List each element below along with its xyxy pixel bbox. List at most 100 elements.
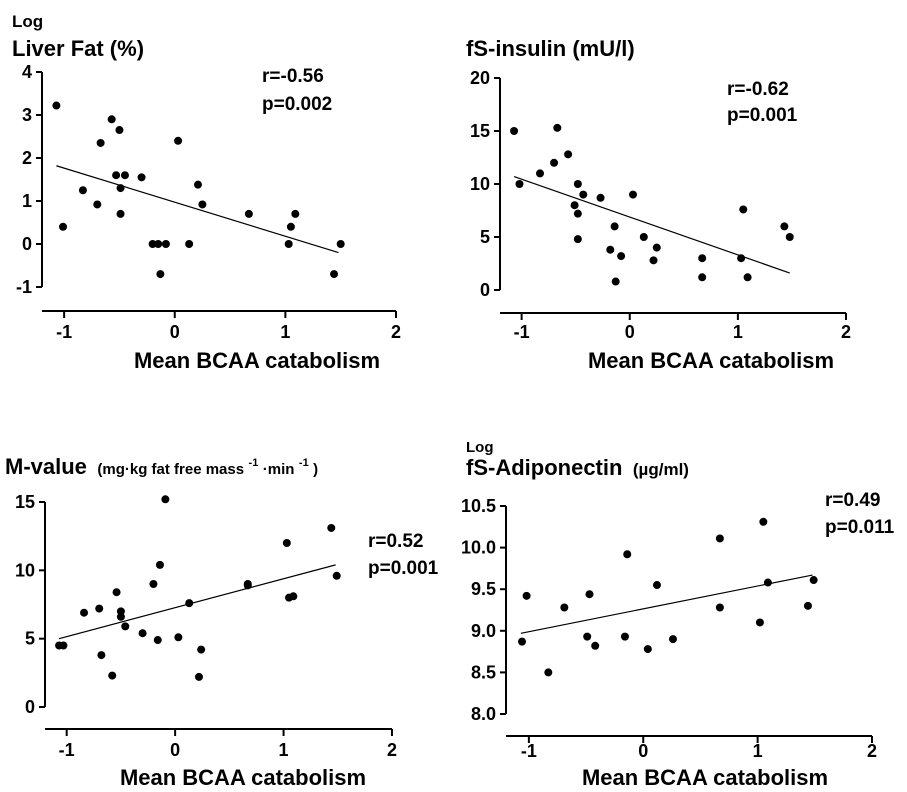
data-point (112, 588, 121, 597)
data-point (560, 603, 569, 612)
data-point (289, 592, 298, 601)
panel-title-unit-sup: -1 (299, 457, 309, 469)
y-tick-label: 0 (22, 234, 32, 254)
data-point (286, 222, 295, 231)
data-point (518, 637, 527, 646)
adiponectin-panel: Log fS-Adiponectin (µg/ml) r=0.49 p=0.01… (461, 439, 895, 790)
axes: 8.0 8.5 9.0 9.5 10.0 10.5 -1 0 1 2 (461, 496, 877, 761)
data-point (652, 581, 661, 590)
data-point (93, 200, 102, 209)
data-point (282, 539, 291, 547)
data-point (116, 184, 125, 193)
data-point (585, 590, 594, 599)
panel-title-unit: (µg/ml) (633, 460, 689, 479)
data-point (617, 252, 626, 261)
data-point (536, 169, 545, 178)
data-point (161, 240, 170, 248)
p-value-label: p=0.001 (368, 558, 439, 579)
data-point (550, 158, 559, 167)
y-tick-label: 5 (25, 629, 35, 649)
data-point (755, 618, 764, 627)
data-point (185, 599, 194, 608)
data-point (573, 209, 582, 218)
data-point (803, 601, 812, 610)
data-point (149, 580, 158, 588)
axes: 0 5 10 15 20 -1 0 1 2 (470, 68, 851, 342)
data-point (698, 273, 707, 282)
x-tick-label: 2 (391, 322, 401, 342)
r-value-label: r=-0.56 (262, 66, 324, 87)
data-point (330, 270, 339, 279)
panel-title-unit: (mg·kg fat free mass (97, 461, 244, 478)
x-tick-label: 2 (841, 322, 851, 342)
insulin-panel: fS-insulin (mU/l) r=-0.62 p=0.001 Mean B… (466, 36, 851, 373)
r-value-label: r=-0.62 (727, 79, 789, 100)
x-axis-label: Mean BCAA catabolism (582, 765, 828, 790)
p-value-label: p=0.001 (727, 105, 798, 126)
data-point (161, 495, 170, 504)
data-point (544, 668, 553, 677)
data-point (698, 254, 707, 263)
data-point (763, 578, 772, 587)
x-tick-label: -1 (514, 322, 530, 342)
y-tick-label: 9.5 (471, 579, 496, 599)
data-point (155, 560, 164, 569)
y-tick-label: 2 (22, 148, 32, 168)
r-value-label: r=0.49 (825, 490, 880, 511)
x-tick-label: 1 (279, 740, 289, 760)
data-point (108, 671, 117, 680)
panel-title: fS-Adiponectin (µg/ml) (466, 455, 689, 480)
x-tick-label: -1 (521, 741, 537, 761)
data-point (194, 672, 203, 681)
x-tick-label: 2 (867, 741, 877, 761)
data-point (620, 632, 629, 641)
x-tick-label: 0 (638, 741, 648, 761)
y-tick-label: 5 (480, 227, 490, 247)
data-point (116, 612, 125, 621)
data-point (715, 603, 724, 612)
panel-title-unit-mid: ·min (263, 461, 295, 478)
data-point (715, 534, 724, 543)
data-point (596, 193, 605, 202)
data-point (573, 180, 582, 188)
data-point (96, 138, 105, 147)
y-tick-label: 9.0 (471, 621, 496, 641)
x-tick-label: 1 (753, 741, 763, 761)
data-point (112, 171, 121, 180)
data-point (623, 550, 632, 559)
data-point (80, 608, 89, 617)
y-tick-label: 1 (22, 191, 32, 211)
y-tick-label: 10 (470, 174, 490, 194)
y-tick-label: 20 (470, 68, 490, 88)
data-point (583, 632, 592, 641)
data-point (116, 607, 125, 616)
data-point (156, 270, 165, 279)
data-point (115, 126, 124, 135)
data-point (785, 233, 794, 241)
data-point (564, 150, 573, 159)
data-point (743, 273, 752, 282)
data-point (759, 517, 768, 526)
m-value-panel: M-value (mg·kg fat free mass -1 ·min -1 … (5, 454, 439, 790)
data-point (780, 222, 789, 231)
data-point (553, 123, 562, 132)
panel-title-main: fS-Adiponectin (466, 455, 622, 480)
axes: -1 0 1 2 3 4 -1 0 1 2 (16, 62, 401, 342)
data-point (610, 222, 619, 231)
y-tick-label: -1 (16, 277, 32, 297)
x-axis-label: Mean BCAA catabolism (134, 348, 380, 373)
r-value-label: r=0.52 (368, 531, 423, 552)
data-point (197, 645, 206, 654)
data-point (510, 127, 519, 135)
data-point (570, 201, 579, 210)
data-point (193, 180, 202, 189)
x-axis-label: Mean BCAA catabolism (120, 765, 366, 790)
x-tick-label: 0 (170, 322, 180, 342)
data-point (737, 254, 746, 263)
data-point (327, 523, 336, 532)
data-point (591, 641, 600, 650)
data-point (116, 209, 125, 218)
data-point (59, 222, 68, 231)
data-point (515, 180, 524, 188)
y-tick-label: 8.0 (471, 704, 496, 724)
